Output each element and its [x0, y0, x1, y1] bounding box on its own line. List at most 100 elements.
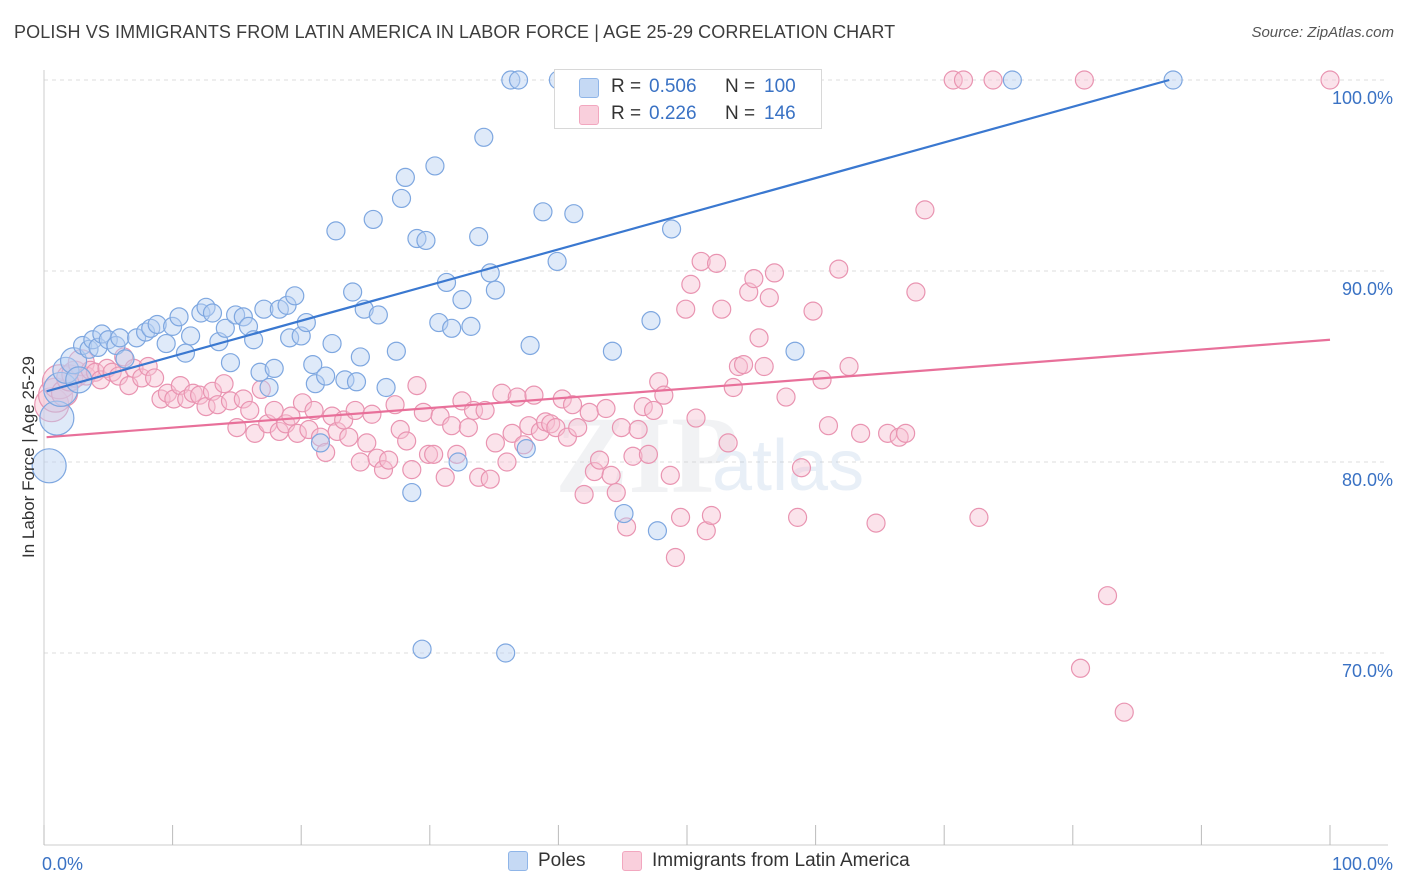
latin-point: [1097, 586, 1118, 606]
latin-point: [233, 389, 253, 409]
y-tick-label: 90.0%: [1342, 279, 1393, 299]
latin-point: [829, 259, 849, 279]
poles-point: [1163, 70, 1183, 90]
latin-point: [718, 433, 738, 453]
poles-point: [191, 303, 211, 323]
latin-r-value: 0.226: [649, 103, 697, 124]
y-axis-label: In Labor Force | Age 25-29: [19, 356, 38, 558]
latin-point: [723, 377, 743, 398]
poles-point: [412, 639, 432, 659]
latin-point: [670, 507, 691, 527]
legend-item-poles[interactable]: Poles: [508, 850, 586, 872]
poles-point: [520, 335, 540, 356]
poles-point: [310, 433, 331, 453]
latin-point: [686, 408, 706, 428]
latin-point: [633, 397, 653, 417]
latin-point: [281, 406, 301, 426]
latin-point: [357, 433, 377, 453]
latin-point: [458, 418, 478, 438]
latin-point: [574, 484, 594, 505]
latin-point: [299, 419, 319, 440]
poles-point: [402, 482, 422, 503]
poles-point: [386, 341, 406, 361]
latin-point: [1320, 70, 1340, 90]
latin-point: [791, 458, 812, 478]
poles-point: [516, 439, 536, 459]
latin-point: [776, 387, 796, 407]
latin-point: [390, 419, 410, 440]
poles-point: [259, 377, 279, 398]
tick-labels: 70.0% 80.0% 90.0% 100.0% 0.0% 100.0%: [42, 88, 1393, 874]
latin-point: [643, 400, 664, 421]
poles-point: [448, 452, 468, 472]
poles-point: [350, 347, 370, 367]
latin-point: [251, 379, 271, 400]
poles-point: [169, 307, 189, 327]
x-tick-label: 0.0%: [42, 854, 83, 874]
latin-point: [402, 460, 422, 480]
latin-point: [480, 469, 500, 489]
poles-legend-swatch: [508, 851, 528, 871]
latin-point: [424, 444, 444, 464]
latin-point: [407, 376, 427, 396]
poles-point: [368, 305, 388, 325]
latin-point: [1074, 70, 1094, 90]
poles-point: [254, 299, 274, 319]
legend-label-poles: Poles: [538, 850, 586, 871]
latin-point: [568, 418, 588, 438]
poles-point: [110, 328, 130, 348]
trend-lines: [46, 78, 1331, 439]
poles-point: [564, 204, 584, 224]
poles-point: [461, 316, 481, 336]
latin-trend-line: [46, 338, 1331, 439]
y-tick-label: 100.0%: [1332, 88, 1393, 108]
latin-swatch: [579, 105, 599, 125]
poles-point: [226, 305, 246, 325]
latin-point: [787, 507, 808, 527]
stats-row-poles: R = 0.506 N = 100: [555, 73, 823, 101]
bottom-legend: Poles Immigrants from Latin America: [0, 850, 1406, 880]
latin-legend-swatch: [622, 851, 642, 871]
latin-point: [866, 513, 886, 533]
latin-point: [851, 423, 871, 443]
poles-point: [346, 372, 367, 392]
poles-point: [547, 251, 567, 272]
latin-point: [541, 414, 561, 434]
poles-point: [147, 314, 167, 335]
poles-point: [277, 295, 297, 315]
latin-point: [362, 404, 382, 424]
latin-point: [418, 444, 439, 464]
r-label: R =: [611, 103, 642, 124]
latin-point: [953, 70, 974, 90]
poles-point: [508, 70, 529, 90]
latin-point: [764, 263, 785, 283]
legend-item-latin[interactable]: Immigrants from Latin America: [622, 850, 910, 872]
poles-point: [31, 448, 67, 484]
latin-point: [579, 402, 599, 422]
watermark-atlas: atlas: [712, 426, 864, 506]
axes: [43, 70, 1388, 846]
poles-point: [485, 280, 505, 300]
latin-point: [287, 423, 307, 443]
latin-point: [906, 282, 926, 302]
poles-point: [305, 374, 325, 394]
latin-point: [507, 387, 527, 407]
poles-point: [376, 377, 396, 398]
n-label: N =: [725, 76, 756, 97]
poles-point: [250, 362, 270, 382]
latin-point: [611, 418, 632, 438]
latin-point: [475, 400, 495, 421]
latin-point: [413, 402, 433, 422]
latin-point: [292, 393, 313, 413]
latin-point: [442, 416, 462, 436]
latin-point: [316, 442, 336, 463]
poles-point: [303, 354, 323, 375]
latin-point: [397, 431, 417, 451]
poles-point: [43, 371, 79, 408]
latin-point: [497, 452, 517, 472]
poles-point: [39, 400, 75, 436]
poles-point: [264, 358, 284, 379]
y-tick-label: 80.0%: [1342, 470, 1393, 490]
latin-point: [706, 253, 727, 273]
